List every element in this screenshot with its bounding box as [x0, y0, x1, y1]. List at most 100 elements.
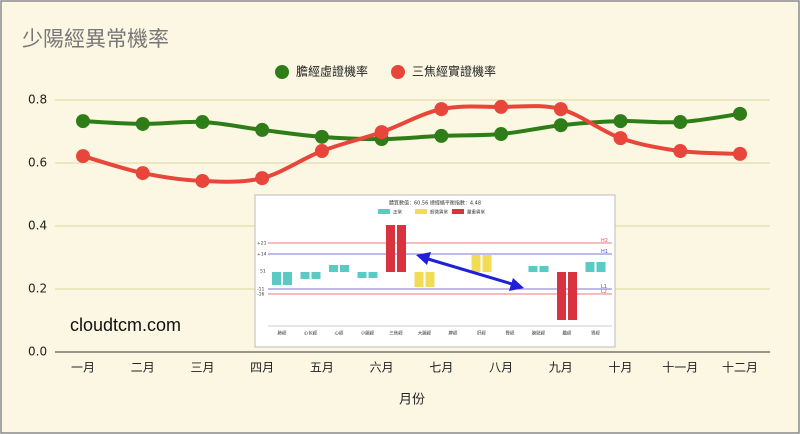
x-tick-label: 六月 [370, 361, 394, 375]
data-point [314, 129, 329, 144]
data-point [553, 102, 568, 117]
inset-y-label: +21 [257, 241, 267, 247]
x-tick-label: 八月 [489, 361, 513, 375]
data-point [195, 115, 210, 130]
inset-level-label: L1 [601, 284, 607, 290]
inset-legend-swatch [452, 209, 464, 214]
inset-bar [386, 225, 395, 272]
x-tick-label: 四月 [250, 361, 274, 375]
y-tick-label: 0.6 [28, 156, 47, 170]
y-tick-label: 0.4 [28, 219, 47, 233]
inset-bar [311, 272, 321, 279]
inset-level-label: H1 [601, 249, 608, 255]
x-tick-label: 二月 [131, 361, 155, 375]
chart-title: 少陽經異常機率 [22, 27, 169, 51]
inset-bar [368, 272, 378, 278]
inset-category: 肝經 [477, 330, 486, 337]
inset-legend-label: 嚴重異常 [467, 209, 485, 216]
inset-legend-swatch [415, 209, 427, 214]
x-tick-label: 七月 [429, 361, 453, 375]
data-point [733, 146, 747, 161]
inset-level-label: L2 [601, 289, 607, 295]
inset-arrow [427, 257, 513, 286]
inset-y-label: -16 [257, 292, 264, 298]
inset-bar [397, 225, 406, 272]
inset-bar [539, 266, 549, 272]
inset-category: 心包經 [304, 330, 318, 337]
x-tick-label: 十一月 [662, 361, 698, 375]
inset-bar [585, 262, 595, 272]
y-tick-label: 0.8 [28, 93, 47, 107]
inset-bar [471, 255, 481, 272]
data-point [733, 106, 747, 121]
legend-marker [275, 65, 289, 79]
inset-level-label: H2 [601, 238, 608, 244]
inset-bar [568, 272, 577, 320]
data-point [673, 115, 688, 130]
x-tick-label: 五月 [310, 361, 334, 375]
x-tick-label: 十月 [609, 361, 633, 375]
inset-category: 膽經 [563, 330, 572, 337]
data-point [195, 173, 210, 188]
inset-category: 腎經 [506, 330, 515, 337]
inset-legend-label: 輕微異常 [430, 209, 448, 216]
inset-category: 小腸經 [361, 330, 375, 337]
y-tick-label: 0.0 [28, 345, 47, 359]
inset-arrow-head [416, 252, 431, 265]
data-point [494, 127, 509, 142]
inset-y-label: -11 [257, 287, 264, 293]
x-tick-label: 三月 [190, 361, 214, 375]
inset-category: 三焦經 [389, 330, 403, 337]
inset-bar [414, 272, 424, 287]
data-point [673, 144, 688, 159]
inset-category: 心經 [335, 330, 344, 337]
inset-image: 體質數值：60.56 總經絡平衡指數：4.48 正常 輕微異常 嚴重異常 H2 H1 L1L… [254, 194, 616, 348]
data-point [76, 149, 90, 164]
data-point [135, 116, 150, 131]
inset-category: 膀胱經 [532, 330, 546, 337]
inset-bar [340, 265, 349, 272]
data-point [494, 99, 509, 114]
inset-category: 大腸經 [418, 330, 432, 337]
data-point [434, 102, 449, 117]
x-tick-label: 十二月 [722, 361, 758, 375]
data-point [374, 125, 389, 140]
legend-label: 膽經虛證機率 [296, 64, 368, 79]
legend-marker [391, 65, 406, 79]
data-point [255, 122, 270, 137]
legend-label: 三焦經實證機率 [412, 64, 496, 79]
inset-y-label: 51 [260, 269, 266, 275]
inset-bar [272, 272, 281, 285]
x-axis-title: 月份 [399, 393, 425, 408]
inset-bar [596, 262, 606, 272]
data-point [135, 166, 150, 181]
inset-legend-label: 正常 [393, 209, 402, 216]
inset-title: 體質數值：60.56 總經絡平衡指數：4.48 [389, 200, 481, 207]
inset-category: 脾經 [449, 330, 458, 337]
data-point [434, 128, 449, 143]
data-point [613, 131, 628, 146]
inset-bar [357, 272, 367, 278]
inset-frame [254, 194, 616, 348]
x-tick-label: 九月 [549, 361, 573, 375]
data-point [613, 114, 628, 129]
data-point [553, 118, 568, 133]
data-point [255, 171, 270, 186]
watermark: cloudtcm.com [70, 315, 181, 335]
inset-y-label: +14 [257, 252, 267, 258]
x-tick-label: 一月 [71, 361, 95, 375]
inset-bar [300, 272, 310, 279]
data-point [76, 114, 90, 129]
inset-bar [283, 272, 292, 285]
data-point [314, 144, 329, 159]
inset-category: 胃經 [591, 330, 600, 337]
inset-legend-swatch [378, 209, 390, 214]
inset-category: 肺經 [278, 330, 287, 337]
y-tick-label: 0.2 [28, 282, 47, 296]
inset-bar [482, 255, 492, 272]
inset-bar [528, 266, 538, 272]
inset-bar [557, 272, 566, 320]
inset-bar [425, 272, 435, 287]
inset-arrow-head [509, 278, 524, 291]
